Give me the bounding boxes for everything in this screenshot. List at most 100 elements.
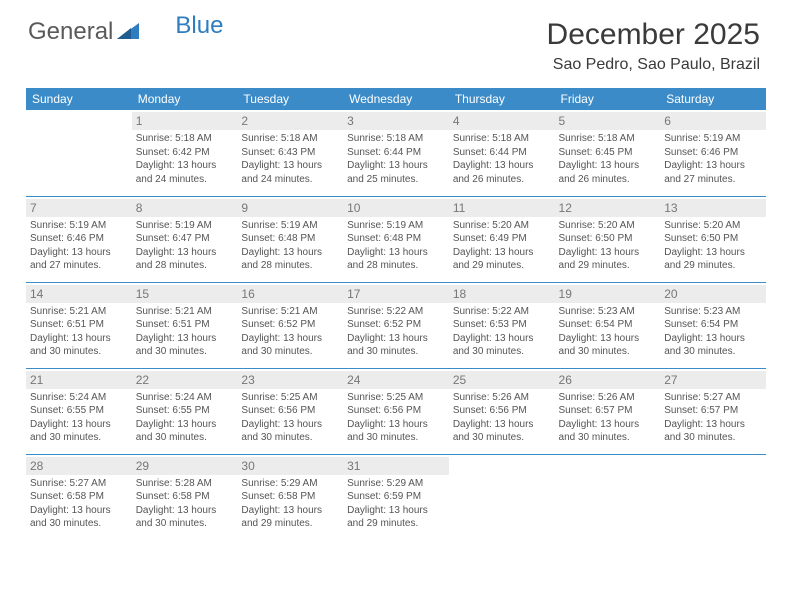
daylight-line: Daylight: 13 hours and 30 minutes. xyxy=(241,418,339,445)
sunset-line: Sunset: 6:59 PM xyxy=(347,490,445,504)
daylight-line: Daylight: 13 hours and 30 minutes. xyxy=(30,504,128,531)
calendar-cell: 27Sunrise: 5:27 AMSunset: 6:57 PMDayligh… xyxy=(660,368,766,454)
sunrise-line: Sunrise: 5:18 AM xyxy=(241,132,339,146)
sunset-line: Sunset: 6:51 PM xyxy=(30,318,128,332)
sunrise-line: Sunrise: 5:29 AM xyxy=(347,477,445,491)
calendar-cell: 14Sunrise: 5:21 AMSunset: 6:51 PMDayligh… xyxy=(26,282,132,368)
daylight-line: Daylight: 13 hours and 30 minutes. xyxy=(347,418,445,445)
weekday-header-cell: Saturday xyxy=(660,88,766,110)
daylight-line: Daylight: 13 hours and 30 minutes. xyxy=(30,418,128,445)
sunset-line: Sunset: 6:56 PM xyxy=(453,404,551,418)
day-number: 11 xyxy=(449,199,555,217)
brand-part2: Blue xyxy=(175,12,223,40)
sunrise-line: Sunrise: 5:21 AM xyxy=(136,305,234,319)
sunset-line: Sunset: 6:54 PM xyxy=(559,318,657,332)
day-number: 1 xyxy=(132,112,238,130)
day-number: 6 xyxy=(660,112,766,130)
sunset-line: Sunset: 6:48 PM xyxy=(347,232,445,246)
sunrise-line: Sunrise: 5:20 AM xyxy=(559,219,657,233)
sunrise-line: Sunrise: 5:21 AM xyxy=(241,305,339,319)
sunrise-line: Sunrise: 5:18 AM xyxy=(559,132,657,146)
calendar-cell: 12Sunrise: 5:20 AMSunset: 6:50 PMDayligh… xyxy=(555,196,661,282)
sunrise-line: Sunrise: 5:19 AM xyxy=(136,219,234,233)
day-number: 14 xyxy=(26,285,132,303)
calendar-cell: 20 Sunrise: 5:23 AMSunset: 6:54 PMDayligh… xyxy=(660,282,766,368)
sunset-line: Sunset: 6:44 PM xyxy=(347,146,445,160)
daylight-line: Daylight: 13 hours and 30 minutes. xyxy=(136,504,234,531)
sunrise-line: Sunrise: 5:25 AM xyxy=(347,391,445,405)
sunrise-line: Sunrise: 5:19 AM xyxy=(241,219,339,233)
sunrise-line: Sunrise: 5:22 AM xyxy=(347,305,445,319)
daylight-line: Daylight: 13 hours and 30 minutes. xyxy=(136,418,234,445)
month-title: December 2025 xyxy=(547,18,760,52)
daylight-line: Daylight: 13 hours and 29 minutes. xyxy=(347,504,445,531)
sunrise-line: Sunrise: 5:29 AM xyxy=(241,477,339,491)
calendar-cell xyxy=(660,454,766,540)
day-number: 7 xyxy=(26,199,132,217)
location-subtitle: Sao Pedro, Sao Paulo, Brazil xyxy=(547,56,760,74)
calendar-row: 7Sunrise: 5:19 AMSunset: 6:46 PMDaylight… xyxy=(26,196,766,282)
daylight-line: Daylight: 13 hours and 26 minutes. xyxy=(453,159,551,186)
calendar-cell: 11Sunrise: 5:20 AMSunset: 6:49 PMDayligh… xyxy=(449,196,555,282)
calendar-cell: 22Sunrise: 5:24 AMSunset: 6:55 PMDayligh… xyxy=(132,368,238,454)
calendar-cell: 23 Sunrise: 5:25 AMSunset: 6:56 PMDayligh… xyxy=(237,368,343,454)
sunrise-line: Sunrise: 5:20 AM xyxy=(664,219,762,233)
calendar-cell: 29Sunrise: 5:28 AMSunset: 6:58 PMDayligh… xyxy=(132,454,238,540)
sunrise-line: Sunrise: 5:19 AM xyxy=(664,132,762,146)
daylight-line: Daylight: 13 hours and 28 minutes. xyxy=(347,246,445,273)
calendar-table: SundayMondayTuesdayWednesdayThursdayFrid… xyxy=(26,88,766,540)
weekday-header-cell: Monday xyxy=(132,88,238,110)
calendar-cell: 2Sunrise: 5:18 AMSunset: 6:43 PMDaylight… xyxy=(237,110,343,196)
calendar-cell: 30 Sunrise: 5:29 AMSunset: 6:58 PMDayligh… xyxy=(237,454,343,540)
calendar-cell: 8Sunrise: 5:19 AMSunset: 6:47 PMDaylight… xyxy=(132,196,238,282)
calendar-row: 28Sunrise: 5:27 AMSunset: 6:58 PMDayligh… xyxy=(26,454,766,540)
sunset-line: Sunset: 6:58 PM xyxy=(241,490,339,504)
day-number: 26 xyxy=(555,371,661,389)
calendar-weekday-header: SundayMondayTuesdayWednesdayThursdayFrid… xyxy=(26,88,766,110)
sunset-line: Sunset: 6:51 PM xyxy=(136,318,234,332)
sunset-line: Sunset: 6:45 PM xyxy=(559,146,657,160)
daylight-line: Daylight: 13 hours and 29 minutes. xyxy=(241,504,339,531)
sunrise-line: Sunrise: 5:25 AM xyxy=(241,391,339,405)
daylight-line: Daylight: 13 hours and 25 minutes. xyxy=(347,159,445,186)
day-number: 19 xyxy=(555,285,661,303)
daylight-line: Daylight: 13 hours and 30 minutes. xyxy=(453,418,551,445)
day-number: 23 xyxy=(237,371,343,389)
day-number: 17 xyxy=(343,285,449,303)
calendar-cell: 18Sunrise: 5:22 AMSunset: 6:53 PMDayligh… xyxy=(449,282,555,368)
calendar-cell: 3Sunrise: 5:18 AMSunset: 6:44 PMDaylight… xyxy=(343,110,449,196)
sunset-line: Sunset: 6:55 PM xyxy=(136,404,234,418)
sunset-line: Sunset: 6:56 PM xyxy=(241,404,339,418)
sunset-line: Sunset: 6:53 PM xyxy=(453,318,551,332)
daylight-line: Daylight: 13 hours and 30 minutes. xyxy=(241,332,339,359)
day-number: 2 xyxy=(237,112,343,130)
sunset-line: Sunset: 6:50 PM xyxy=(664,232,762,246)
sunrise-line: Sunrise: 5:19 AM xyxy=(30,219,128,233)
calendar-cell: 25Sunrise: 5:26 AMSunset: 6:56 PMDayligh… xyxy=(449,368,555,454)
sunrise-line: Sunrise: 5:28 AM xyxy=(136,477,234,491)
sunset-line: Sunset: 6:55 PM xyxy=(30,404,128,418)
sunrise-line: Sunrise: 5:23 AM xyxy=(664,305,762,319)
calendar-cell: 17Sunrise: 5:22 AMSunset: 6:52 PMDayligh… xyxy=(343,282,449,368)
daylight-line: Daylight: 13 hours and 30 minutes. xyxy=(664,332,762,359)
daylight-line: Daylight: 13 hours and 28 minutes. xyxy=(241,246,339,273)
sunset-line: Sunset: 6:54 PM xyxy=(664,318,762,332)
weekday-header-cell: Friday xyxy=(555,88,661,110)
calendar-cell: 1Sunrise: 5:18 AMSunset: 6:42 PMDaylight… xyxy=(132,110,238,196)
day-number: 20 xyxy=(660,285,766,303)
day-number: 30 xyxy=(237,457,343,475)
calendar-cell: 13Sunrise: 5:20 AMSunset: 6:50 PMDayligh… xyxy=(660,196,766,282)
title-block: December 2025 Sao Pedro, Sao Paulo, Braz… xyxy=(547,18,760,74)
sunset-line: Sunset: 6:57 PM xyxy=(559,404,657,418)
sunset-line: Sunset: 6:50 PM xyxy=(559,232,657,246)
calendar-cell: 15Sunrise: 5:21 AMSunset: 6:51 PMDayligh… xyxy=(132,282,238,368)
calendar-cell: 31Sunrise: 5:29 AMSunset: 6:59 PMDayligh… xyxy=(343,454,449,540)
calendar-cell: 19Sunrise: 5:23 AMSunset: 6:54 PMDayligh… xyxy=(555,282,661,368)
daylight-line: Daylight: 13 hours and 30 minutes. xyxy=(30,332,128,359)
day-number: 27 xyxy=(660,371,766,389)
sunrise-line: Sunrise: 5:27 AM xyxy=(30,477,128,491)
sunset-line: Sunset: 6:49 PM xyxy=(453,232,551,246)
calendar-cell: 9Sunrise: 5:19 AMSunset: 6:48 PMDaylight… xyxy=(237,196,343,282)
sunrise-line: Sunrise: 5:26 AM xyxy=(559,391,657,405)
calendar-cell: 24Sunrise: 5:25 AMSunset: 6:56 PMDayligh… xyxy=(343,368,449,454)
